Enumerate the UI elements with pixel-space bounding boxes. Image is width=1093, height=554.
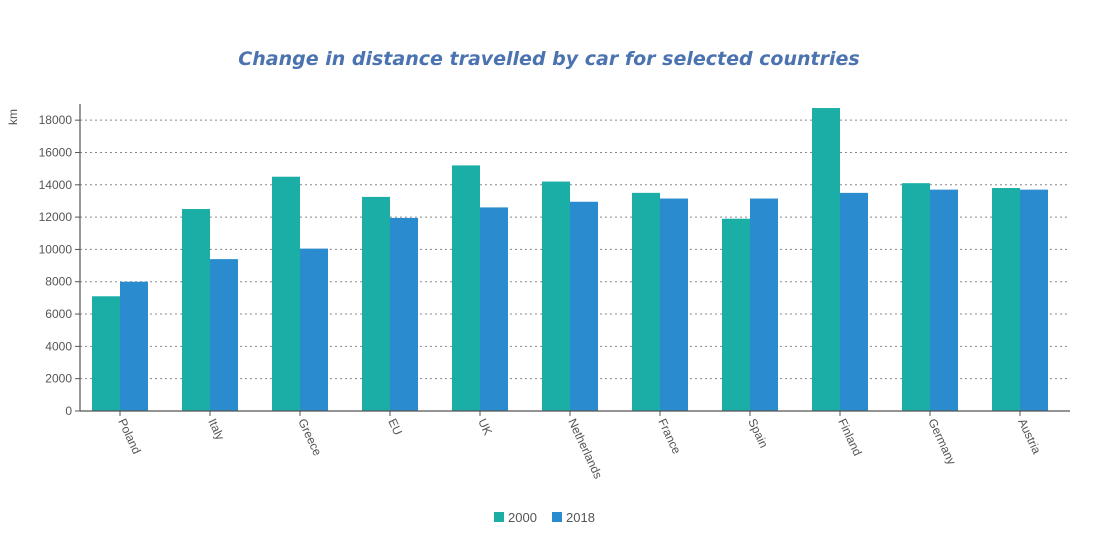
bar-2000-italy[interactable] xyxy=(182,209,210,411)
x-tick-label-netherlands: Netherlands xyxy=(565,416,605,481)
bar-2018-eu[interactable] xyxy=(390,217,418,411)
bars xyxy=(92,108,1048,411)
x-tick-label-poland: Poland xyxy=(115,416,143,456)
y-tick-label: 12000 xyxy=(39,210,73,224)
x-tick-label-greece: Greece xyxy=(295,416,324,458)
bar-2018-italy[interactable] xyxy=(210,259,238,411)
bar-2000-germany[interactable] xyxy=(902,183,930,411)
y-tick-label: 10000 xyxy=(39,242,73,256)
x-tick-label-france: France xyxy=(655,416,684,456)
bar-2018-spain[interactable] xyxy=(750,198,778,411)
bar-2018-poland[interactable] xyxy=(120,281,148,411)
y-tick-label: 8000 xyxy=(45,275,72,289)
bar-2000-eu[interactable] xyxy=(362,196,390,411)
y-tick-label: 14000 xyxy=(39,178,73,192)
x-tick-label-finland: Finland xyxy=(835,416,864,458)
y-axis-label: km xyxy=(6,109,20,125)
bar-2018-france[interactable] xyxy=(660,198,688,411)
bar-2000-netherlands[interactable] xyxy=(542,181,570,411)
legend-label: 2018 xyxy=(566,510,595,525)
chart-title: Change in distance travelled by car for … xyxy=(238,48,859,70)
bar-2018-austria[interactable] xyxy=(1020,189,1048,411)
bar-2018-netherlands[interactable] xyxy=(570,201,598,411)
x-tick-label-italy: Italy xyxy=(205,416,227,442)
bar-2000-finland[interactable] xyxy=(812,108,840,411)
bar-2000-greece[interactable] xyxy=(272,176,300,411)
legend-item-2000[interactable]: 2000 xyxy=(494,510,537,525)
bar-2000-poland[interactable] xyxy=(92,296,120,411)
x-tick-label-spain: Spain xyxy=(745,416,771,450)
y-tick-label: 18000 xyxy=(39,113,73,127)
y-tick-label: 0 xyxy=(65,404,72,418)
bar-2018-germany[interactable] xyxy=(930,189,958,411)
x-tick-label-germany: Germany xyxy=(925,416,959,467)
legend-swatch xyxy=(552,512,562,522)
y-tick-label: 2000 xyxy=(45,372,72,386)
bar-2000-france[interactable] xyxy=(632,192,660,411)
legend-swatch xyxy=(494,512,504,522)
bar-2018-uk[interactable] xyxy=(480,207,508,411)
bar-2000-spain[interactable] xyxy=(722,218,750,411)
bar-2000-uk[interactable] xyxy=(452,165,480,411)
bar-2000-austria[interactable] xyxy=(992,188,1020,411)
y-tick-label: 6000 xyxy=(45,307,72,321)
legend[interactable]: 2000 2018 xyxy=(494,510,595,525)
y-tick-label: 4000 xyxy=(45,339,72,353)
axes xyxy=(79,104,1070,412)
x-tick-label-austria: Austria xyxy=(1015,416,1044,456)
x-tick-label-uk: UK xyxy=(475,416,495,437)
legend-item-2018[interactable]: 2018 xyxy=(552,510,595,525)
legend-label: 2000 xyxy=(508,510,537,525)
bar-2018-greece[interactable] xyxy=(300,248,328,411)
y-tick-label: 16000 xyxy=(39,145,73,159)
x-tick-label-eu: EU xyxy=(385,416,405,437)
y-axis-ticks: 0 2000 4000 6000 8000 10000 12000 14000 16000 180… xyxy=(39,113,80,418)
bar-2018-finland[interactable] xyxy=(840,192,868,411)
x-axis-ticks: Poland Italy Greece EU UK Netherlands France Sp… xyxy=(115,411,1044,481)
